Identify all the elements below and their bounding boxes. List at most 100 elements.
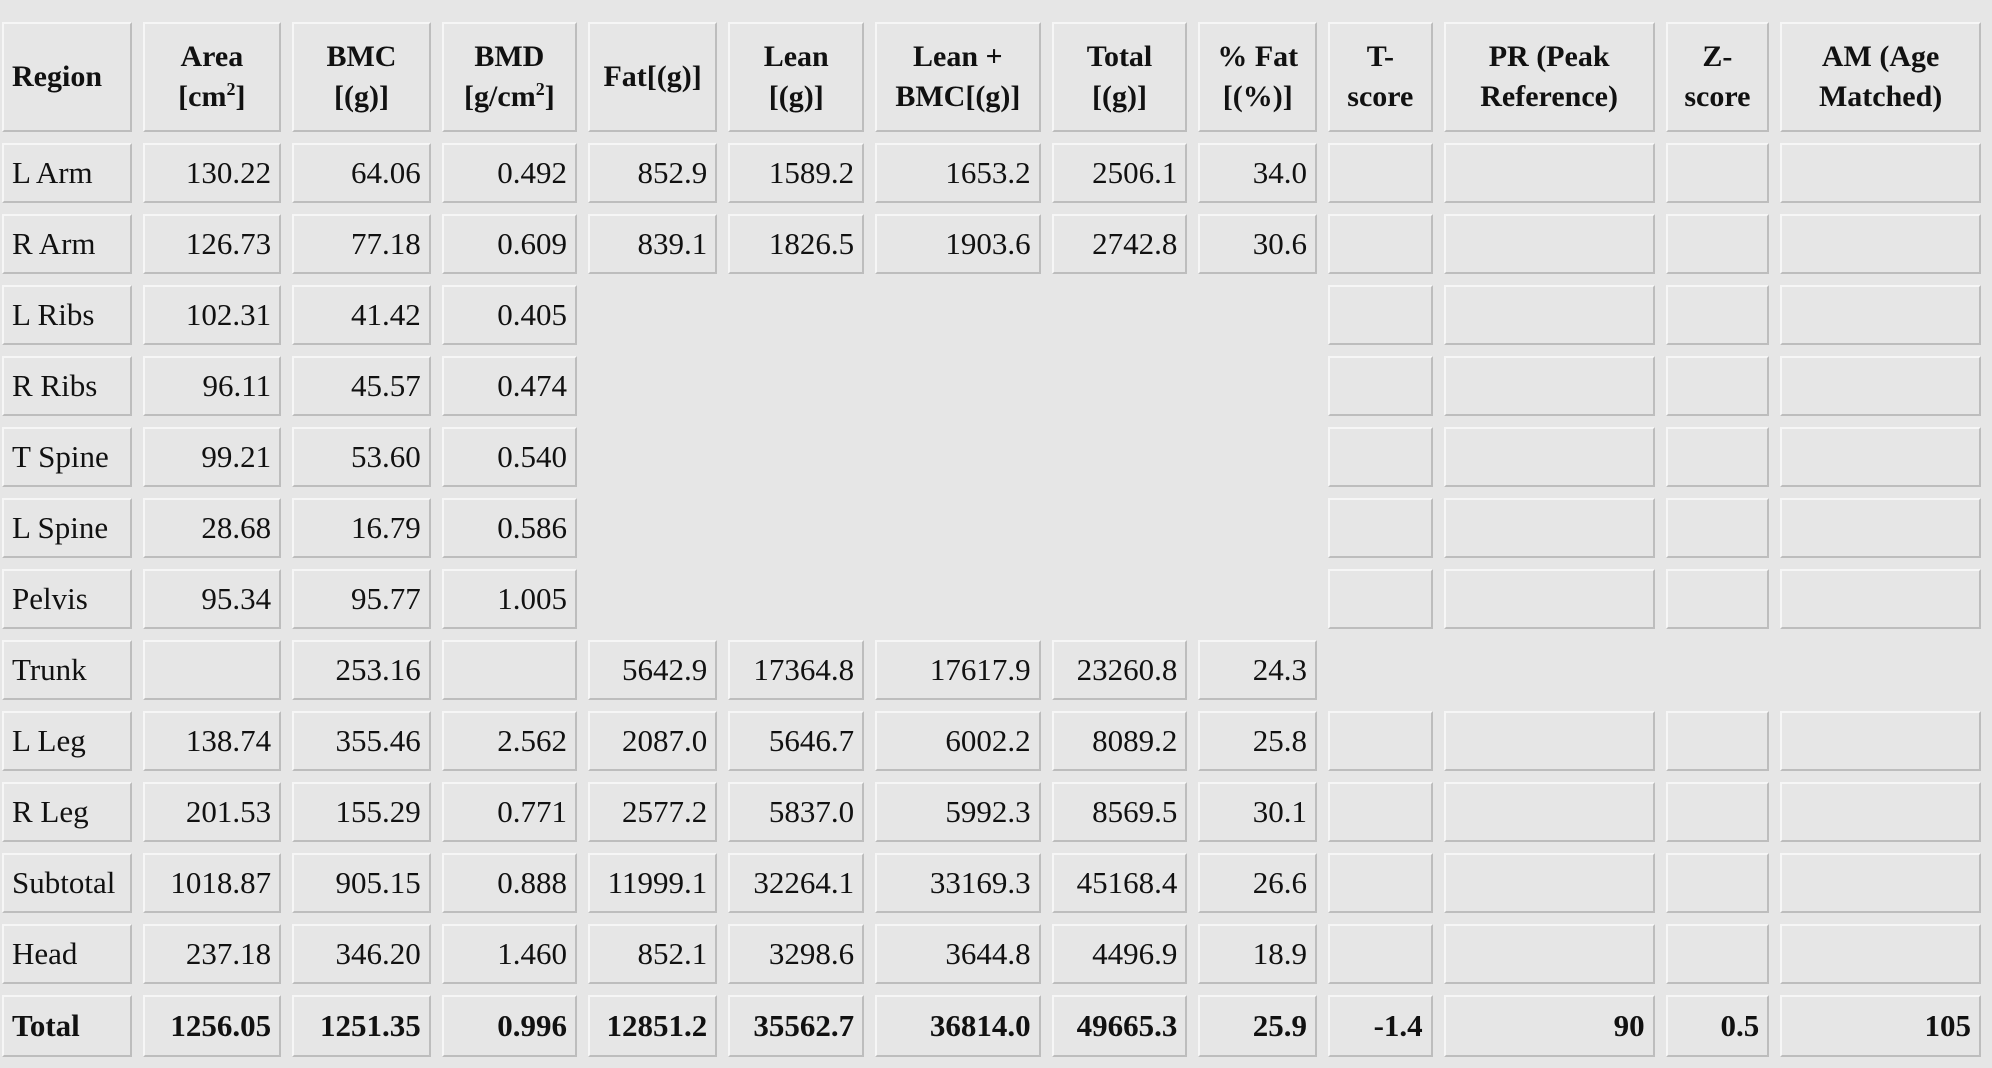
table-row: L Spine 28.68 16.79 0.586 [2, 498, 1981, 558]
empty-cell [875, 356, 1041, 416]
cell-percent-fat: 24.3 [1198, 640, 1318, 700]
empty-cell [728, 356, 865, 416]
cell-fat: 852.9 [587, 143, 718, 203]
cell-z-score: 0.5 [1665, 995, 1770, 1057]
cell-region: Head [2, 924, 132, 984]
empty-cell [1051, 498, 1188, 558]
empty-cell [1780, 640, 1981, 700]
table-row: Total 1256.05 1251.35 0.996 12851.2 35562.7 36… [2, 995, 1981, 1057]
cell-t-score [1328, 356, 1433, 416]
cell-area: 28.68 [142, 498, 282, 558]
col-header-peak-reference: PR (Peak Reference) [1443, 22, 1655, 132]
cell-bmc: 16.79 [292, 498, 431, 558]
cell-peak-reference [1443, 214, 1655, 274]
cell-area: 1256.05 [142, 995, 282, 1057]
cell-bmd: 0.609 [441, 214, 577, 274]
cell-region: Pelvis [2, 569, 132, 629]
cell-percent-fat: 30.6 [1198, 214, 1318, 274]
cell-peak-reference [1443, 711, 1655, 771]
empty-cell [1198, 427, 1318, 487]
cell-percent-fat: 26.6 [1198, 853, 1318, 913]
empty-cell [1051, 569, 1188, 629]
empty-cell [587, 285, 718, 345]
cell-bmc: 53.60 [292, 427, 431, 487]
empty-cell [875, 427, 1041, 487]
col-header-lean-bmc: Lean + BMC[(g)] [875, 22, 1041, 132]
cell-area: 95.34 [142, 569, 282, 629]
cell-fat: 839.1 [587, 214, 718, 274]
cell-peak-reference [1443, 143, 1655, 203]
cell-fat: 852.1 [587, 924, 718, 984]
empty-cell [1198, 356, 1318, 416]
table-row: L Ribs 102.31 41.42 0.405 [2, 285, 1981, 345]
cell-lean-bmc: 1653.2 [875, 143, 1041, 203]
cell-bmd: 0.771 [441, 782, 577, 842]
table-body: L Arm 130.22 64.06 0.492 852.9 1589.2 1653.2 25… [2, 143, 1981, 1057]
cell-age-matched [1780, 711, 1981, 771]
cell-age-matched [1780, 214, 1981, 274]
col-header-bmd: BMD [g/cm2] [441, 22, 577, 132]
cell-t-score [1328, 143, 1433, 203]
cell-age-matched [1780, 143, 1981, 203]
cell-bmc: 346.20 [292, 924, 431, 984]
cell-region: L Leg [2, 711, 132, 771]
empty-cell [728, 498, 865, 558]
empty-cell [875, 569, 1041, 629]
cell-area: 99.21 [142, 427, 282, 487]
body-composition-table: Region Area [cm2] BMC [(g)] BMD [g/cm2] Fat… [0, 11, 1992, 1068]
cell-total: 8089.2 [1051, 711, 1188, 771]
empty-cell [1051, 427, 1188, 487]
empty-cell [1051, 356, 1188, 416]
cell-bmc: 253.16 [292, 640, 431, 700]
cell-percent-fat: 18.9 [1198, 924, 1318, 984]
table-row: Trunk 253.16 5642.9 17364.8 17617.9 23260.8 24… [2, 640, 1981, 700]
cell-bmd: 1.460 [441, 924, 577, 984]
cell-bmc: 45.57 [292, 356, 431, 416]
cell-bmc: 41.42 [292, 285, 431, 345]
table-row: R Arm 126.73 77.18 0.609 839.1 1826.5 1903.6 27… [2, 214, 1981, 274]
cell-lean-bmc: 17617.9 [875, 640, 1041, 700]
cell-bmd: 0.492 [441, 143, 577, 203]
cell-peak-reference [1443, 285, 1655, 345]
cell-peak-reference [1443, 782, 1655, 842]
cell-region: L Arm [2, 143, 132, 203]
cell-lean-bmc: 5992.3 [875, 782, 1041, 842]
cell-age-matched [1780, 427, 1981, 487]
cell-z-score [1665, 782, 1770, 842]
cell-region: Total [2, 995, 132, 1057]
table-row: Head 237.18 346.20 1.460 852.1 3298.6 3644.8 44… [2, 924, 1981, 984]
cell-area: 126.73 [142, 214, 282, 274]
cell-peak-reference [1443, 356, 1655, 416]
empty-cell [587, 569, 718, 629]
cell-t-score: -1.4 [1328, 995, 1433, 1057]
cell-fat: 2087.0 [587, 711, 718, 771]
cell-region: L Spine [2, 498, 132, 558]
cell-area: 102.31 [142, 285, 282, 345]
cell-bmd [441, 640, 577, 700]
cell-lean: 5646.7 [728, 711, 865, 771]
cell-region: L Ribs [2, 285, 132, 345]
col-header-total: Total [(g)] [1051, 22, 1188, 132]
cell-z-score [1665, 285, 1770, 345]
cell-z-score [1665, 356, 1770, 416]
cell-age-matched: 105 [1780, 995, 1981, 1057]
col-header-t-score: T-score [1328, 22, 1433, 132]
cell-region: R Leg [2, 782, 132, 842]
cell-age-matched [1780, 924, 1981, 984]
table-row: Pelvis 95.34 95.77 1.005 [2, 569, 1981, 629]
col-header-region: Region [2, 22, 132, 132]
cell-lean: 1589.2 [728, 143, 865, 203]
cell-area: 201.53 [142, 782, 282, 842]
col-header-area: Area [cm2] [142, 22, 282, 132]
cell-lean-bmc: 1903.6 [875, 214, 1041, 274]
empty-cell [1665, 640, 1770, 700]
cell-area: 1018.87 [142, 853, 282, 913]
cell-bmd: 0.540 [441, 427, 577, 487]
cell-bmc: 1251.35 [292, 995, 431, 1057]
cell-bmc: 155.29 [292, 782, 431, 842]
cell-bmc: 64.06 [292, 143, 431, 203]
cell-age-matched [1780, 356, 1981, 416]
col-header-z-score: Z-score [1665, 22, 1770, 132]
table-row: T Spine 99.21 53.60 0.540 [2, 427, 1981, 487]
cell-age-matched [1780, 853, 1981, 913]
